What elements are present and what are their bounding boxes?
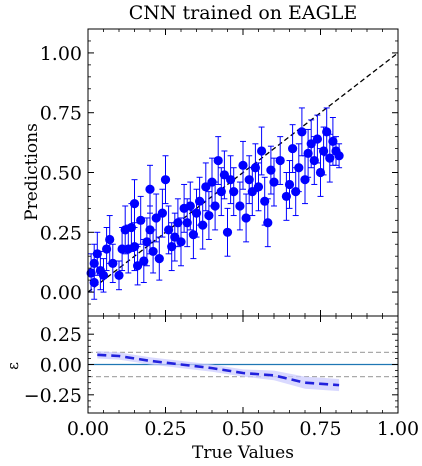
main-plot: 0.00 0.25 0.50 0.75 1.00 [40,28,399,317]
data-point [244,175,254,185]
data-point [148,246,158,257]
data-point [182,218,192,228]
data-point [260,196,270,206]
data-point [195,196,205,206]
data-point [226,175,236,185]
data-point [191,208,202,218]
data-point [303,148,313,158]
data-point [133,261,143,271]
data-point [102,244,112,254]
data-point [294,163,304,173]
y-axis-label: Predictions [22,123,42,221]
data-point [247,187,257,197]
data-point [164,225,174,235]
data-point [198,220,208,230]
data-point [306,139,316,149]
data-point [167,242,177,252]
data-point [98,270,109,280]
data-point [309,155,319,166]
data-point [151,213,161,223]
y-tick-label: 0.25 [40,222,82,244]
data-point [213,155,223,166]
data-point [129,242,140,252]
data-point [105,234,115,245]
data-point [284,179,295,190]
data-point [222,227,233,237]
y-tick-label: 0.00 [40,282,82,304]
data-point [142,237,152,247]
x-tick-label: 0.50 [222,418,264,440]
data-point [154,254,164,264]
y-tick-label: 0.50 [40,163,82,185]
data-point [325,153,335,163]
residual-y-tick-label: 0.25 [40,324,82,346]
residual-y-tick-label: −0.25 [24,385,82,407]
x-tick-label: 0.00 [67,418,109,440]
data-point [288,143,298,154]
data-point [219,170,229,180]
data-point [334,151,344,161]
data-point [201,182,211,192]
data-point [263,218,273,228]
residual-y-axis-label: ε [4,362,22,370]
data-point [269,177,279,187]
data-point [173,218,183,228]
data-point [291,187,301,197]
data-point [266,165,276,175]
data-point [229,187,239,197]
x-tick-label: 0.25 [144,418,186,440]
data-point [238,160,248,170]
data-point [315,167,326,178]
data-point [185,201,195,211]
residual-plot: −0.25 0.00 0.25 0.00 0.25 0.50 0.75 1.00 [24,315,419,440]
data-point [139,256,149,266]
data-point [176,237,186,247]
data-point [281,191,291,202]
data-point [241,213,251,223]
chart-title: CNN trained on EAGLE [129,2,358,24]
data-point [92,249,102,259]
data-point [86,268,96,278]
data-point [114,270,124,280]
data-point [210,201,220,211]
data-point [300,175,310,185]
residual-line [97,353,340,387]
data-point [319,146,329,156]
residual-y-tick-label: 0.00 [40,355,82,377]
data-point [160,175,171,185]
data-point [89,277,99,288]
data-point [322,127,332,137]
data-point [129,198,140,209]
data-point [136,215,146,225]
data-point [253,182,264,192]
data-point [275,155,285,166]
x-axis-label: True Values [192,443,294,463]
data-point [89,258,99,268]
data-point [126,222,136,233]
data-point [328,136,338,147]
y-tick-label: 1.00 [40,43,82,65]
data-point [170,232,180,242]
data-point [235,201,245,211]
data-point [145,184,155,194]
data-point [204,210,214,221]
data-point [216,187,226,197]
data-point [145,225,155,235]
x-tick-label: 0.75 [299,418,341,440]
data-point [250,163,260,173]
data-point [188,230,198,240]
data-point [257,146,267,156]
y-tick-label: 0.75 [40,103,82,125]
data-point [312,134,322,144]
x-tick-label: 1.00 [377,418,419,440]
data-point [157,208,167,218]
data-point [297,127,307,137]
data-point [108,258,118,268]
data-point [207,177,217,187]
